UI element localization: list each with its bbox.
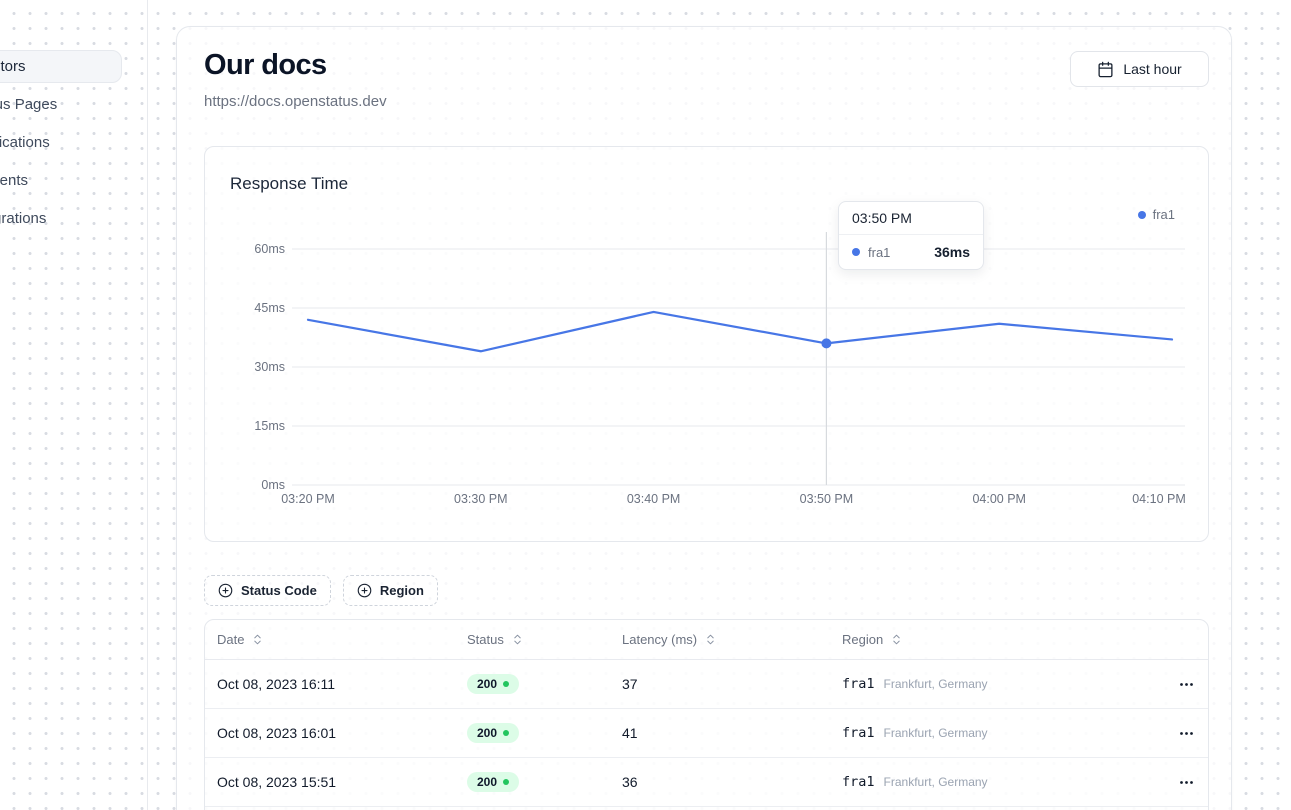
- x-tick-label: 03:40 PM: [627, 492, 681, 506]
- calendar-icon: [1098, 61, 1113, 77]
- sidebar-item-monitors[interactable]: Monitors: [0, 50, 122, 83]
- cell-region: fra1 Frankfurt, Germany: [842, 676, 1156, 692]
- chart-tooltip: 03:50 PM fra1 36ms: [838, 201, 984, 270]
- column-header-status[interactable]: Status: [467, 632, 622, 647]
- x-tick-label: 04:10 PM: [1132, 492, 1186, 506]
- cell-latency: 37: [622, 676, 638, 692]
- cell-date: Oct 08, 2023 16:01: [217, 725, 337, 741]
- status-badge: 200: [467, 674, 520, 694]
- tooltip-series: fra1: [868, 244, 891, 260]
- row-actions-button[interactable]: [1156, 673, 1196, 696]
- filter-label: Status Code: [241, 583, 317, 598]
- table-body: Oct 08, 2023 16:11 200 37 fra1 Frankfurt, Ge…: [205, 660, 1208, 807]
- column-label: Region: [842, 632, 884, 647]
- status-badge: 200: [467, 772, 520, 792]
- active-point: [821, 338, 832, 349]
- cell-date: Oct 08, 2023 16:11: [217, 676, 336, 692]
- region-code: fra1: [842, 676, 875, 692]
- status-code: 200: [477, 775, 498, 789]
- time-range-button[interactable]: Last hour: [1070, 51, 1209, 87]
- column-label: Latency (ms): [622, 632, 698, 647]
- filter-button-status-code[interactable]: Status Code: [204, 575, 331, 606]
- sidebar-item-integrations[interactable]: Integrations: [0, 210, 47, 227]
- cell-region: fra1 Frankfurt, Germany: [842, 774, 1156, 790]
- monitor-url: https://docs.openstatus.dev: [204, 93, 387, 110]
- tooltip-value: 36ms: [934, 244, 970, 260]
- region-code: fra1: [842, 725, 875, 741]
- chevrons-up-down-icon: [707, 634, 714, 645]
- region-code: fra1: [842, 774, 875, 790]
- legend-item-fra1[interactable]: fra1: [1137, 207, 1175, 222]
- cell-region: fra1 Frankfurt, Germany: [842, 725, 1156, 741]
- sidebar-item-incidents[interactable]: Incidents: [0, 172, 29, 189]
- column-header-latency-ms[interactable]: Latency (ms): [622, 632, 842, 647]
- x-tick-label: 04:00 PM: [972, 492, 1026, 506]
- status-code: 200: [477, 726, 498, 740]
- ellipsis-icon: [1180, 682, 1193, 686]
- table-row[interactable]: Oct 08, 2023 15:51 200 36 fra1 Frankfurt, Ge…: [205, 758, 1208, 807]
- region-name: Frankfurt, Germany: [883, 775, 988, 789]
- response-time-card: Response Time fra1 0ms 15ms 30ms 45ms 60ms 03…: [204, 146, 1209, 542]
- y-tick-label: 30ms: [254, 360, 285, 374]
- x-tick-label: 03:20 PM: [281, 492, 335, 506]
- filter-label: Region: [379, 583, 424, 598]
- ellipsis-icon: [1180, 731, 1193, 735]
- results-table: Date Status Latency (ms) Region Oct 08, 202…: [204, 619, 1209, 810]
- table-header: Date Status Latency (ms) Region: [205, 620, 1208, 660]
- tooltip-row: fra1 36ms: [839, 235, 983, 269]
- column-label: Date: [217, 632, 245, 647]
- column-header-region[interactable]: Region: [842, 632, 1156, 647]
- series-dot-icon: [852, 248, 860, 256]
- status-dot-icon: [503, 681, 510, 687]
- region-name: Frankfurt, Germany: [883, 677, 988, 691]
- filter-button-region[interactable]: Region: [342, 575, 438, 606]
- row-actions-button[interactable]: [1156, 722, 1196, 745]
- calendar-icon: [1097, 61, 1114, 78]
- y-tick-label: 60ms: [254, 242, 285, 256]
- column-header-date[interactable]: Date: [217, 632, 467, 647]
- series-line-fra1: [306, 310, 1174, 353]
- chart-legend: fra1: [1137, 207, 1175, 222]
- cell-date: Oct 08, 2023 15:51: [217, 774, 337, 790]
- status-dot-icon: [503, 779, 510, 785]
- main-panel: Our docs https://docs.openstatus.dev Las…: [176, 26, 1232, 810]
- chevrons-up-down-icon: [514, 634, 521, 645]
- row-actions-button[interactable]: [1156, 771, 1196, 794]
- y-tick-label: 15ms: [254, 419, 285, 433]
- cell-latency: 36: [622, 774, 638, 790]
- status-code: 200: [477, 677, 498, 691]
- sidebar-nav: Monitors Status Pages Notifications Inciden…: [0, 50, 122, 235]
- page-title: Our docs: [204, 49, 327, 81]
- legend-label: fra1: [1152, 207, 1175, 222]
- chevrons-up-down-icon: [893, 634, 900, 645]
- table-row[interactable]: Oct 08, 2023 16:01 200 41 fra1 Frankfurt, Ge…: [205, 709, 1208, 758]
- chevrons-up-down-icon: [254, 634, 262, 645]
- legend-dot-icon: [1137, 210, 1146, 219]
- tooltip-time: 03:50 PM: [839, 202, 983, 235]
- filter-row: Status Code Region: [204, 575, 438, 606]
- response-time-chart[interactable]: 0ms 15ms 30ms 45ms 60ms 03:20 PM 03:30 PM 03:40…: [205, 232, 1210, 532]
- plus-circle-icon: [218, 583, 233, 598]
- sidebar-item-notifications[interactable]: Notifications: [0, 134, 50, 151]
- status-dot-icon: [503, 730, 510, 736]
- sidebar: Monitors Status Pages Notifications Inciden…: [0, 0, 148, 810]
- region-name: Frankfurt, Germany: [883, 726, 988, 740]
- plus-circle-icon: [357, 583, 372, 598]
- y-tick-label: 45ms: [254, 301, 285, 315]
- ellipsis-icon: [1180, 780, 1193, 784]
- sidebar-item-status-pages[interactable]: Status Pages: [0, 96, 58, 113]
- time-range-label: Last hour: [1123, 61, 1182, 77]
- x-tick-label: 03:50 PM: [800, 492, 854, 506]
- table-row[interactable]: Oct 08, 2023 16:11 200 37 fra1 Frankfurt, Ge…: [205, 660, 1208, 709]
- y-tick-label: 0ms: [261, 478, 285, 492]
- status-badge: 200: [467, 723, 520, 743]
- x-tick-label: 03:30 PM: [454, 492, 508, 506]
- chart-title: Response Time: [230, 174, 349, 193]
- cell-latency: 41: [622, 725, 638, 741]
- column-label: Status: [467, 632, 504, 647]
